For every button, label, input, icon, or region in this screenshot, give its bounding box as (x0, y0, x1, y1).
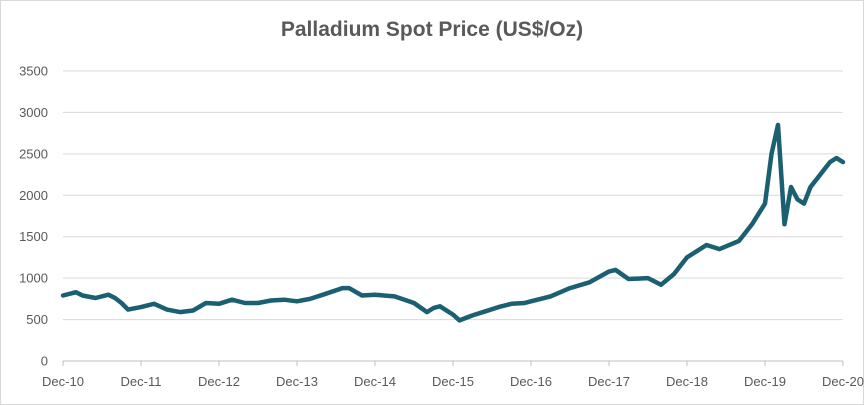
x-tick-label: Dec-18 (666, 374, 708, 389)
y-tick-label: 3500 (19, 64, 48, 79)
chart-title: Palladium Spot Price (US$/Oz) (280, 18, 584, 41)
y-tick-label: 500 (26, 312, 48, 327)
x-tick-label: Dec-16 (510, 374, 552, 389)
x-tick-label: Dec-11 (121, 374, 162, 389)
x-tick-label: Dec-17 (588, 374, 630, 389)
x-tick-label: Dec-19 (744, 374, 786, 389)
x-tick-label: Dec-14 (354, 374, 396, 389)
gridlines (63, 70, 843, 321)
x-tick-label: Dec-12 (198, 374, 240, 389)
x-tick-label: Dec-15 (432, 374, 474, 389)
series-line-palladium (60, 122, 846, 323)
x-axis-ticks: Dec-10 Dec-11 Dec-12 Dec-13 Dec-14 Dec-15 Dec-… (42, 361, 864, 389)
y-tick-label: 0 (41, 354, 48, 369)
y-tick-label: 1000 (19, 271, 48, 286)
y-axis-ticks: 0 500 1000 1500 2000 2500 3000 3500 (19, 64, 48, 369)
y-tick-label: 3000 (19, 105, 48, 120)
x-tick-label: Dec-10 (42, 374, 84, 389)
x-tick-label: Dec-13 (276, 374, 318, 389)
y-tick-label: 1500 (19, 229, 48, 244)
y-tick-label: 2000 (19, 188, 48, 203)
y-tick-label: 2500 (19, 146, 48, 161)
x-tick-label: Dec-20 (822, 374, 864, 389)
